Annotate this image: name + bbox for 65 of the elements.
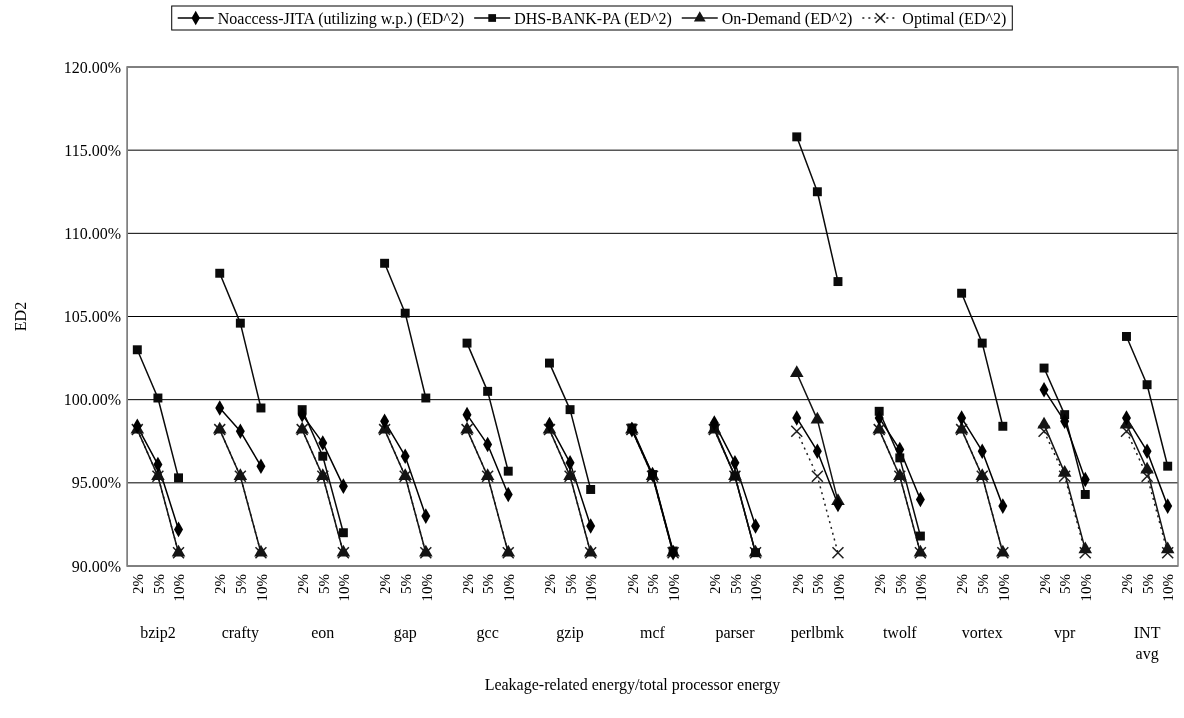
x-tick-label: 10% — [171, 574, 188, 602]
text: vpr — [1053, 624, 1076, 642]
y-tick-label: 115.00% — [64, 141, 121, 159]
x-tick-label: 5% — [150, 574, 167, 594]
x-tick-label: 5% — [233, 574, 250, 594]
y-tick-label: 120.00% — [63, 58, 121, 76]
legend-label: On-Demand (ED^2) — [721, 9, 853, 28]
legend-label: Noaccess-JITA (utilizing w.p.) (ED^2) — [217, 9, 465, 28]
y-tick-label: 95.00% — [71, 474, 121, 492]
x-tick-label: 2% — [130, 574, 147, 594]
x-tick-label: 2% — [871, 574, 888, 594]
x-tick-label: 2% — [542, 574, 559, 594]
x-tick-label: 10% — [913, 574, 930, 602]
x-tick-label: 10% — [1078, 574, 1095, 602]
text: bzip2 — [140, 624, 176, 642]
x-tick-label: 5% — [727, 574, 744, 594]
text: gcc — [476, 624, 499, 642]
legend-label: DHS-BANK-PA (ED^2) — [514, 9, 672, 28]
legend-label: Optimal (ED^2) — [902, 9, 1007, 28]
x-tick-label: 10% — [830, 574, 847, 602]
text: vortex — [961, 624, 1003, 641]
y-tick-label: 100.00% — [63, 391, 121, 409]
y-axis-title: ED2 — [12, 301, 29, 332]
x-tick-label: 2% — [1119, 574, 1136, 594]
y-tick-label: 110.00% — [64, 224, 121, 242]
x-axis-title: Leakage-related energy/total processor energy — [484, 676, 781, 694]
x-tick-label: 5% — [974, 574, 991, 594]
x-tick-label: 2% — [459, 574, 476, 594]
text: parser — [715, 624, 756, 642]
x-tick-label: 5% — [892, 574, 909, 594]
x-tick-label: 5% — [1057, 574, 1074, 594]
x-tick-label: 2% — [789, 574, 806, 594]
x-tick-label: 10% — [665, 574, 682, 602]
x-tick-label: 5% — [1139, 574, 1156, 594]
x-tick-label: 2% — [954, 574, 971, 594]
x-tick-label: 10% — [336, 574, 353, 602]
x-tick-label: 5% — [480, 574, 497, 594]
x-tick-label: 10% — [995, 574, 1012, 602]
x-tick-label: 10% — [748, 574, 765, 602]
x-tick-label: 10% — [253, 574, 270, 602]
x-tick-label: 2% — [294, 574, 311, 594]
text: gap — [393, 624, 417, 642]
x-tick-label: 2% — [212, 574, 229, 594]
x-tick-label: 5% — [397, 574, 414, 594]
text: crafty — [221, 624, 259, 642]
x-tick-label: 10% — [1160, 574, 1177, 602]
x-tick-label: 2% — [377, 574, 394, 594]
x-tick-label: 2% — [707, 574, 724, 594]
x-tick-label: 10% — [583, 574, 600, 602]
x-tick-label: 5% — [645, 574, 662, 594]
text: perlbmk — [790, 624, 845, 642]
x-tick-label: 5% — [315, 574, 332, 594]
y-tick-label: 105.00% — [63, 308, 121, 326]
x-tick-label: 5% — [562, 574, 579, 594]
x-tick-label: 10% — [418, 574, 435, 602]
text: gzip — [556, 624, 584, 642]
text: eon — [311, 624, 335, 641]
x-tick-label: 10% — [501, 574, 517, 602]
y-tick-label: 90.00% — [71, 557, 121, 575]
x-tick-label: 2% — [1036, 574, 1053, 594]
text: twolf — [882, 624, 918, 641]
text: INT avg — [1133, 624, 1161, 663]
x-tick-label: 5% — [810, 574, 827, 594]
text: mcf — [640, 624, 666, 641]
x-tick-label: 2% — [624, 574, 641, 594]
